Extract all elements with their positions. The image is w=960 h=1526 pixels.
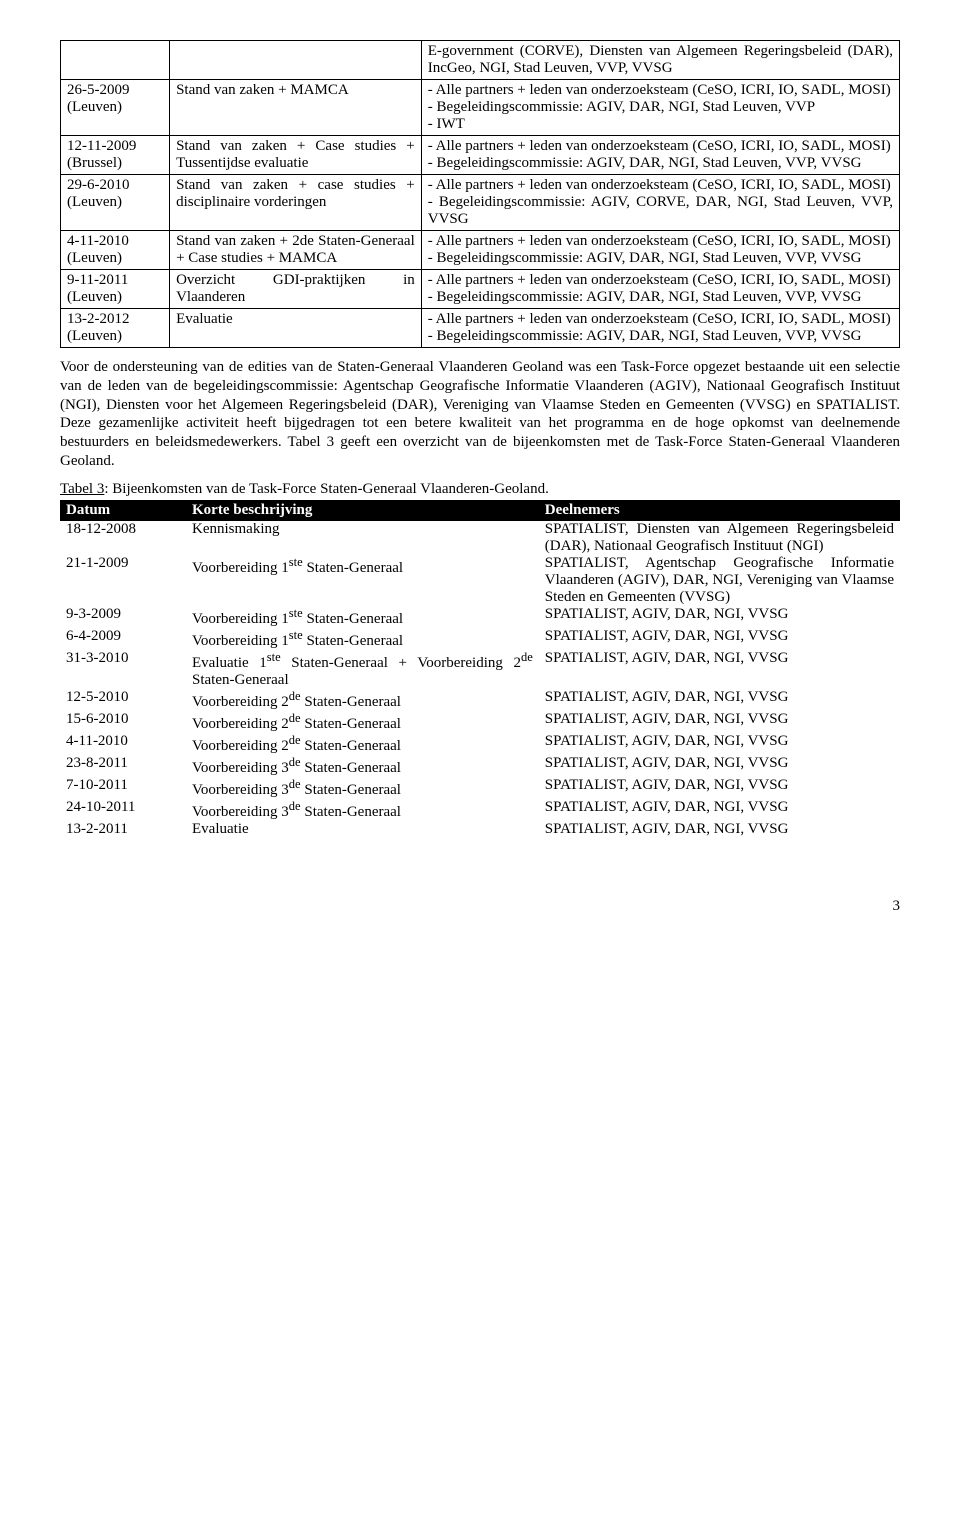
cell-desc: Voorbereiding 2de Staten-Generaal [186,689,539,711]
cell-participants: SPATIALIST, AGIV, DAR, NGI, VVSG [539,628,900,650]
table-row: 31-3-2010Evaluatie 1ste Staten-Generaal … [60,650,900,689]
cell-desc: Stand van zaken + 2de Staten-Generaal + … [170,231,422,270]
cell-date: 23-8-2011 [60,755,186,777]
cell-desc: Voorbereiding 3de Staten-Generaal [186,799,539,821]
cell-desc: Voorbereiding 1ste Staten-Generaal [186,628,539,650]
cell-date: 18-12-2008 [60,521,186,555]
cell-desc: Evaluatie 1ste Staten-Generaal + Voorber… [186,650,539,689]
cell-date: 6-4-2009 [60,628,186,650]
cell-date: 7-10-2011 [60,777,186,799]
table-row: 4-11-2010 (Leuven)Stand van zaken + 2de … [61,231,900,270]
table-row: E-government (CORVE), Diensten van Algem… [61,41,900,80]
cell-participants: SPATIALIST, AGIV, DAR, NGI, VVSG [539,799,900,821]
table-row: 21-1-2009Voorbereiding 1ste Staten-Gener… [60,555,900,606]
cell-date: 24-10-2011 [60,799,186,821]
taskforce-table-body: 18-12-2008KennismakingSPATIALIST, Dienst… [60,521,900,838]
cell-participants: SPATIALIST, AGIV, DAR, NGI, VVSG [539,711,900,733]
cell-date: 31-3-2010 [60,650,186,689]
cell-date [61,41,170,80]
meetings-table-1-body: E-government (CORVE), Diensten van Algem… [61,41,900,348]
cell-participants: - Alle partners + leden van onderzoekste… [421,270,899,309]
cell-desc: Stand van zaken + case studies + discipl… [170,175,422,231]
table-row: 9-11-2011 (Leuven)Overzicht GDI-praktijk… [61,270,900,309]
table-row: 24-10-2011Voorbereiding 3de Staten-Gener… [60,799,900,821]
table2-caption-rest: : Bijeenkomsten van de Task-Force Staten… [104,481,549,497]
cell-participants: SPATIALIST, AGIV, DAR, NGI, VVSG [539,689,900,711]
cell-participants: SPATIALIST, Agentschap Geografische Info… [539,555,900,606]
cell-date: 4-11-2010 (Leuven) [61,231,170,270]
header-part: Deelnemers [539,500,900,521]
cell-desc: Voorbereiding 3de Staten-Generaal [186,777,539,799]
table-row: 13-2-2012 (Leuven)Evaluatie- Alle partne… [61,309,900,348]
cell-date: 29-6-2010 (Leuven) [61,175,170,231]
cell-desc: Evaluatie [186,821,539,838]
cell-date: 9-3-2009 [60,606,186,628]
table-row: 13-2-2011EvaluatieSPATIALIST, AGIV, DAR,… [60,821,900,838]
cell-desc: Voorbereiding 1ste Staten-Generaal [186,606,539,628]
cell-desc: Stand van zaken + MAMCA [170,80,422,136]
cell-participants: - Alle partners + leden van onderzoekste… [421,80,899,136]
cell-participants: SPATIALIST, Diensten van Algemeen Regeri… [539,521,900,555]
table-row: 15-6-2010Voorbereiding 2de Staten-Genera… [60,711,900,733]
table-row: 12-5-2010Voorbereiding 2de Staten-Genera… [60,689,900,711]
cell-participants: - Alle partners + leden van onderzoekste… [421,309,899,348]
table2-caption: Tabel 3: Bijeenkomsten van de Task-Force… [60,481,900,498]
cell-desc: Overzicht GDI-praktijken in Vlaanderen [170,270,422,309]
taskforce-table-head: Datum Korte beschrijving Deelnemers [60,500,900,521]
cell-date: 4-11-2010 [60,733,186,755]
cell-date: 21-1-2009 [60,555,186,606]
page-number: 3 [60,898,900,915]
intro-paragraph: Voor de ondersteuning van de edities van… [60,358,900,471]
cell-desc: Voorbereiding 2de Staten-Generaal [186,711,539,733]
table-row: 23-8-2011Voorbereiding 3de Staten-Genera… [60,755,900,777]
cell-participants: SPATIALIST, AGIV, DAR, NGI, VVSG [539,821,900,838]
cell-date: 12-5-2010 [60,689,186,711]
table-row: 12-11-2009 (Brussel)Stand van zaken + Ca… [61,136,900,175]
cell-date: 15-6-2010 [60,711,186,733]
cell-date: 26-5-2009 (Leuven) [61,80,170,136]
cell-desc: Kennismaking [186,521,539,555]
cell-date: 9-11-2011 (Leuven) [61,270,170,309]
cell-desc: Evaluatie [170,309,422,348]
table-row: 26-5-2009 (Leuven)Stand van zaken + MAMC… [61,80,900,136]
meetings-table-1: E-government (CORVE), Diensten van Algem… [60,40,900,348]
cell-participants: SPATIALIST, AGIV, DAR, NGI, VVSG [539,650,900,689]
cell-participants: SPATIALIST, AGIV, DAR, NGI, VVSG [539,606,900,628]
cell-participants: - Alle partners + leden van onderzoekste… [421,136,899,175]
cell-desc [170,41,422,80]
cell-desc: Voorbereiding 3de Staten-Generaal [186,755,539,777]
cell-date: 12-11-2009 (Brussel) [61,136,170,175]
cell-desc: Voorbereiding 1ste Staten-Generaal [186,555,539,606]
table-row: 29-6-2010 (Leuven)Stand van zaken + case… [61,175,900,231]
cell-participants: SPATIALIST, AGIV, DAR, NGI, VVSG [539,733,900,755]
taskforce-table: Datum Korte beschrijving Deelnemers 18-1… [60,500,900,838]
table-row: 18-12-2008KennismakingSPATIALIST, Dienst… [60,521,900,555]
cell-date: 13-2-2012 (Leuven) [61,309,170,348]
cell-desc: Stand van zaken + Case studies + Tussent… [170,136,422,175]
table-row: 7-10-2011Voorbereiding 3de Staten-Genera… [60,777,900,799]
cell-participants: E-government (CORVE), Diensten van Algem… [421,41,899,80]
table-row: 4-11-2010Voorbereiding 2de Staten-Genera… [60,733,900,755]
cell-participants: SPATIALIST, AGIV, DAR, NGI, VVSG [539,755,900,777]
cell-date: 13-2-2011 [60,821,186,838]
cell-participants: - Alle partners + leden van onderzoekste… [421,175,899,231]
header-desc: Korte beschrijving [186,500,539,521]
cell-participants: - Alle partners + leden van onderzoekste… [421,231,899,270]
table-row: 6-4-2009Voorbereiding 1ste Staten-Genera… [60,628,900,650]
cell-desc: Voorbereiding 2de Staten-Generaal [186,733,539,755]
header-date: Datum [60,500,186,521]
table-row: 9-3-2009Voorbereiding 1ste Staten-Genera… [60,606,900,628]
cell-participants: SPATIALIST, AGIV, DAR, NGI, VVSG [539,777,900,799]
table2-caption-prefix: Tabel 3 [60,481,104,497]
